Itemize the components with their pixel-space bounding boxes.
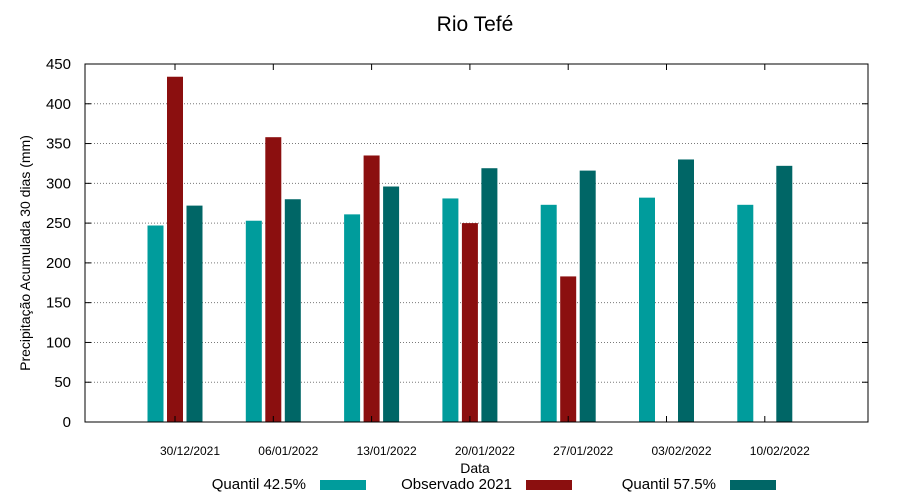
bars	[147, 76, 793, 423]
x-tick-label: 13/01/2022	[357, 444, 417, 458]
x-tick-label: 30/12/2021	[160, 444, 220, 458]
x-tick-label: 06/01/2022	[258, 444, 318, 458]
x-axis-label: Data	[460, 460, 490, 476]
y-tick-label: 200	[46, 255, 71, 272]
bar	[383, 186, 400, 422]
legend-label: Quantil 57.5%	[622, 476, 716, 493]
y-tick-label: 250	[46, 215, 71, 232]
legend-swatch	[730, 480, 776, 490]
x-tick-label: 27/01/2022	[553, 444, 613, 458]
legend-label: Observado 2021	[401, 476, 512, 493]
bar	[737, 204, 754, 422]
legend: Quantil 42.5% Observado 2021 Quantil 57.5%	[212, 476, 776, 493]
x-tick-label: 20/01/2022	[455, 444, 515, 458]
bar	[678, 159, 694, 422]
bar	[245, 220, 262, 422]
chart-title: Rio Tefé	[437, 13, 514, 36]
bar	[560, 276, 577, 422]
legend-swatch	[320, 480, 366, 490]
y-axis-label: Precipitação Acumulada 30 dias (mm)	[17, 135, 33, 371]
bar	[167, 76, 183, 423]
x-axis-ticks: 30/12/2021 06/01/2022 13/01/2022 20/01/2022…	[160, 64, 810, 458]
bar	[461, 223, 478, 422]
y-tick-label: 0	[63, 414, 71, 431]
y-tick-label: 300	[46, 175, 71, 192]
legend-label: Quantil 42.5%	[212, 476, 306, 493]
bar	[639, 197, 655, 422]
x-tick-label: 03/02/2022	[651, 444, 711, 458]
bar	[363, 155, 380, 422]
bar	[776, 165, 793, 422]
bar	[186, 205, 203, 422]
y-tick-label: 100	[46, 334, 71, 351]
plot-frame	[84, 63, 869, 423]
bar	[481, 168, 498, 422]
bar	[344, 214, 361, 422]
x-tick-label: 10/02/2022	[750, 444, 810, 458]
y-tick-label: 150	[46, 295, 71, 312]
bar	[147, 225, 164, 422]
bar	[540, 204, 557, 422]
y-tick-label: 450	[46, 56, 71, 73]
y-tick-label: 350	[46, 136, 71, 153]
y-tick-label: 50	[54, 374, 71, 391]
bar	[442, 198, 459, 422]
bar	[284, 199, 301, 422]
y-axis-ticks: 0 50 100 150 200 250 300 350 400 450	[46, 56, 868, 431]
bar	[579, 170, 596, 422]
legend-swatch	[526, 480, 572, 490]
bar	[265, 137, 282, 423]
y-tick-label: 400	[46, 96, 71, 113]
